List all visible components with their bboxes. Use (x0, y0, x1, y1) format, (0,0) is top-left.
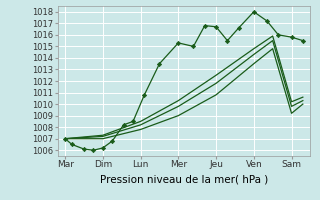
X-axis label: Pression niveau de la mer( hPa ): Pression niveau de la mer( hPa ) (100, 175, 268, 185)
